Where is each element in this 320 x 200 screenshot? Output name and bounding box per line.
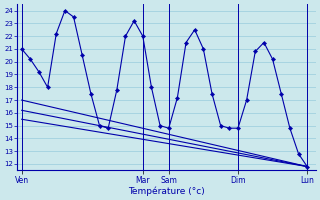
X-axis label: Température (°c): Température (°c) — [128, 186, 205, 196]
